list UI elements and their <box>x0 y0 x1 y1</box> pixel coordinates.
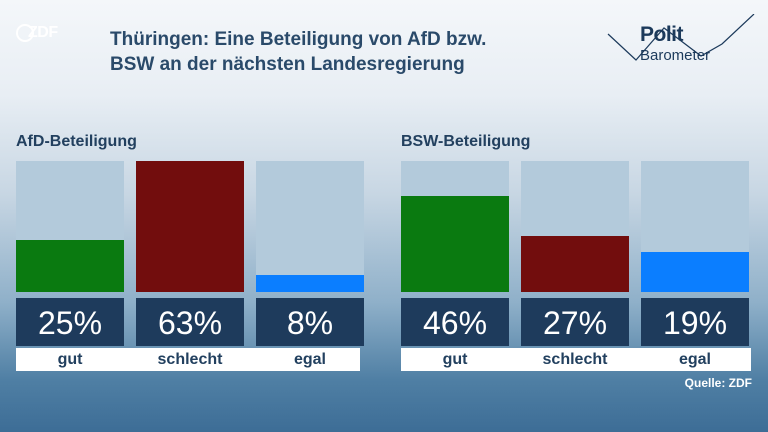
zdf-logo: ZDF <box>16 24 58 42</box>
group-title-afd: AfD-Beteiligung <box>16 133 137 150</box>
chart-title: Thüringen: Eine Beteiligung von AfD bzw.… <box>110 27 580 77</box>
source-note: Quelle: ZDF <box>684 376 752 390</box>
politbarometer-line-1: Polit <box>640 23 684 46</box>
politbarometer-zigzag-icon <box>607 14 755 61</box>
politbarometer-logo: Polit Barometer <box>606 14 756 74</box>
value-label: 46% <box>401 298 509 346</box>
bar-egal <box>256 275 364 292</box>
category-strip-bsw <box>401 348 751 371</box>
politbarometer-line-2: Barometer <box>640 47 711 64</box>
bar-schlecht <box>136 161 244 292</box>
value-label: 8% <box>256 298 364 346</box>
category-label: schlecht <box>157 351 223 368</box>
value-label: 63% <box>136 298 244 346</box>
category-label: egal <box>293 351 326 368</box>
value-label: 27% <box>521 298 629 346</box>
category-label: schlecht <box>542 351 608 368</box>
value-label: 25% <box>16 298 124 346</box>
bar-schlecht <box>521 236 629 292</box>
bar-background <box>521 161 629 292</box>
group-title-bsw: BSW-Beteiligung <box>401 133 531 150</box>
bar-background <box>16 161 124 292</box>
bar-background <box>136 161 244 292</box>
bar-background <box>256 161 364 292</box>
value-label: 19% <box>641 298 749 346</box>
bar-gut <box>16 240 124 292</box>
zdf-logo-icon <box>16 24 34 42</box>
chart-title-line-1: Thüringen: Eine Beteiligung von AfD bzw. <box>110 29 487 50</box>
category-label: egal <box>678 351 711 368</box>
bar-gut <box>401 196 509 292</box>
chart-title-line-2: BSW an der nächsten Landesregierung <box>110 54 465 75</box>
category-strip-afd <box>16 348 360 371</box>
bar-background <box>401 161 509 292</box>
category-label: gut <box>57 351 83 368</box>
bar-background <box>641 161 749 292</box>
bar-egal <box>641 252 749 292</box>
category-label: gut <box>442 351 468 368</box>
zdf-logo-text: ZDF <box>28 24 58 41</box>
